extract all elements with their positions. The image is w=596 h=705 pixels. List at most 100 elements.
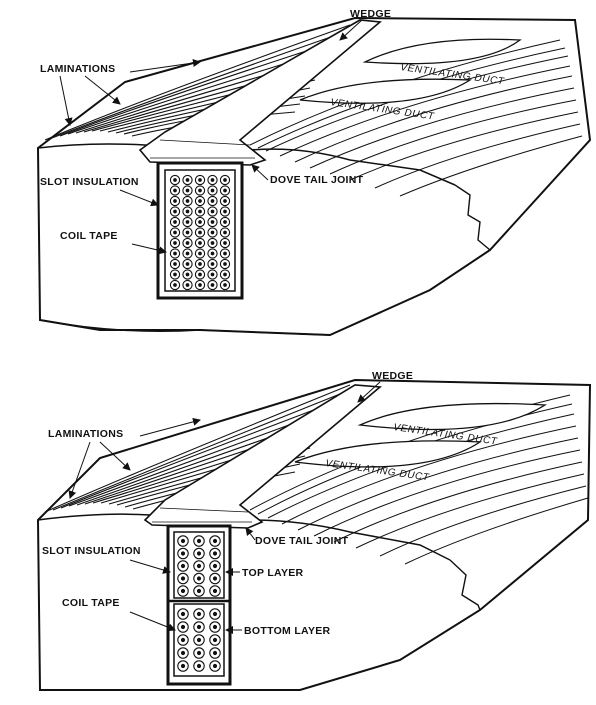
conductor xyxy=(193,535,205,547)
conductor xyxy=(193,608,205,620)
conductor xyxy=(182,195,193,207)
conductor xyxy=(193,647,205,659)
conductor xyxy=(209,621,221,633)
conductor-core xyxy=(180,663,186,669)
conductor xyxy=(169,206,181,217)
conductor-core xyxy=(210,178,215,182)
conductor-core xyxy=(212,624,218,630)
conductor-core xyxy=(212,576,218,581)
conductor-core xyxy=(196,650,202,656)
conductor xyxy=(169,185,181,196)
conductor-core xyxy=(210,251,215,256)
conductor xyxy=(219,237,231,249)
conductor-core xyxy=(223,230,227,235)
top-duct-1 xyxy=(362,38,522,65)
conductor-core xyxy=(173,230,177,235)
conductor-core xyxy=(180,538,186,544)
conductor-core xyxy=(173,199,177,203)
conductor-core xyxy=(212,663,218,669)
conductor xyxy=(182,248,193,259)
conductor-core xyxy=(223,241,227,245)
conductor xyxy=(209,585,221,597)
conductor-core xyxy=(196,663,202,669)
conductor xyxy=(194,227,206,238)
conductor-core xyxy=(198,199,202,203)
conductor xyxy=(194,279,206,291)
conductor-core xyxy=(212,650,218,656)
bottom-duct-2 xyxy=(294,440,483,468)
bottom-top-layer-conductors xyxy=(177,535,221,597)
bottom-bottom-layer-conductors xyxy=(177,608,221,672)
conductor xyxy=(193,660,205,672)
conductor xyxy=(169,195,181,207)
conductor xyxy=(207,248,218,259)
conductor xyxy=(209,572,221,585)
conductor xyxy=(194,216,206,228)
conductor xyxy=(219,269,231,280)
conductor-core xyxy=(173,262,177,266)
conductor xyxy=(169,227,181,238)
conductor-core xyxy=(210,230,215,235)
conductor xyxy=(207,185,218,196)
bottom-coil-tape-label: COIL TAPE xyxy=(62,597,120,609)
conductor xyxy=(194,206,206,217)
conductor xyxy=(207,279,218,291)
conductor-core xyxy=(173,178,177,182)
conductor xyxy=(193,572,205,585)
conductor-core xyxy=(180,576,186,581)
conductor xyxy=(209,535,221,547)
conductor-core xyxy=(223,188,227,193)
conductor xyxy=(207,206,218,217)
conductor xyxy=(207,227,218,238)
top-laminations-label: LAMINATIONS xyxy=(40,63,115,75)
conductor xyxy=(207,195,218,207)
conductor xyxy=(209,647,221,659)
conductor-core xyxy=(180,624,186,630)
conductor-core xyxy=(185,230,190,235)
conductor xyxy=(207,174,218,186)
conductor xyxy=(219,195,231,207)
conductor-core xyxy=(198,241,202,245)
conductor-core xyxy=(198,262,202,266)
conductor xyxy=(182,279,193,291)
conductor xyxy=(169,174,181,186)
conductor xyxy=(177,585,189,597)
conductor xyxy=(207,269,218,280)
conductor xyxy=(177,608,189,620)
conductor-core xyxy=(223,272,227,277)
conductor xyxy=(194,248,206,259)
conductor xyxy=(177,634,189,646)
conductor xyxy=(169,279,181,291)
conductor-core xyxy=(185,272,190,277)
conductor xyxy=(177,572,189,585)
bottom-diagram: WEDGE LAMINATIONS VENTILATING DUCT VENTI… xyxy=(36,370,592,691)
conductor xyxy=(207,258,218,270)
conductor xyxy=(177,621,189,633)
conductor-core xyxy=(210,272,215,277)
conductor-core xyxy=(198,178,202,182)
conductor-core xyxy=(180,650,186,656)
conductor-core xyxy=(180,637,186,643)
conductor-core xyxy=(210,199,215,203)
conductor-core xyxy=(198,209,202,214)
conductor-core xyxy=(173,251,177,256)
conductor-core xyxy=(196,551,202,556)
conductor-core xyxy=(210,262,215,266)
conductor-core xyxy=(185,188,190,193)
bottom-top-layer-label: TOP LAYER xyxy=(242,567,304,579)
conductor-core xyxy=(210,220,215,224)
conductor xyxy=(219,185,231,196)
conductor-core xyxy=(185,220,190,224)
conductor-core xyxy=(196,588,202,594)
conductor xyxy=(177,647,189,659)
conductor xyxy=(207,216,218,228)
conductor xyxy=(219,206,231,217)
conductor xyxy=(177,560,189,572)
conductor-core xyxy=(185,283,190,287)
conductor xyxy=(219,258,231,270)
bottom-duct-1 xyxy=(357,402,548,431)
conductor-core xyxy=(185,178,190,182)
conductor-core xyxy=(223,209,227,214)
conductor-core xyxy=(212,611,218,617)
